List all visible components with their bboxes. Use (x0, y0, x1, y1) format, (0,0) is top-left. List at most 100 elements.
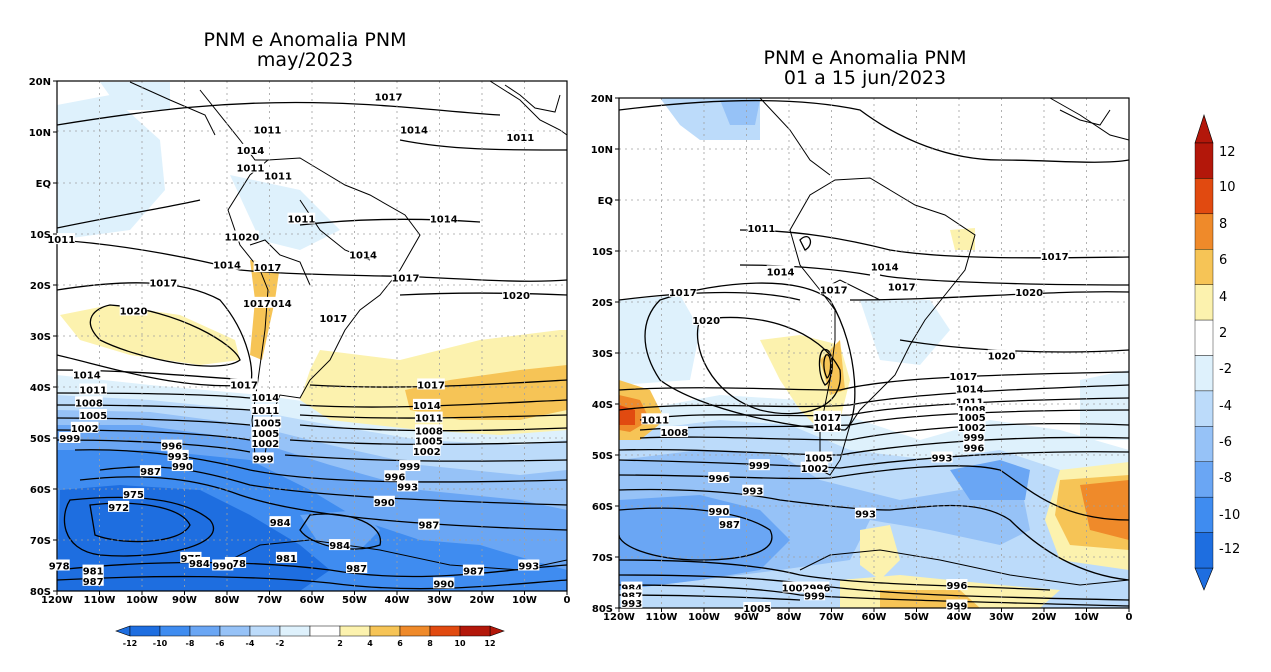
contour-label-text: 1017 (253, 263, 281, 274)
contour-label: 1017 (319, 312, 347, 325)
lat-label: 50S (30, 434, 51, 445)
vcolorbar-swatch (1194, 249, 1214, 285)
contour-label-text: 996 (946, 581, 967, 592)
lat-label: 20N (591, 94, 613, 105)
right-title-line2: 01 a 15 jun/2023 (783, 67, 947, 89)
contour-label-bg (72, 368, 101, 380)
lon-label: 50W (342, 595, 367, 606)
vcolorbar-swatch (1194, 284, 1214, 321)
contour-label: 1020 (988, 349, 1015, 363)
contour-label: 1005 (805, 451, 833, 465)
lon-label: 40W (947, 612, 972, 623)
contour-label: 1017 (1041, 250, 1069, 263)
contour-label-bg (692, 313, 720, 325)
colorbar-arrow-low (115, 625, 131, 637)
contour-label-bg (946, 579, 968, 591)
vcolorbar-label: -10 (1219, 508, 1240, 523)
contour-label: 1005 (251, 426, 279, 440)
contour-label-text: 1005 (805, 454, 833, 465)
contour-label: 987 (462, 564, 485, 578)
contour-label-text: 993 (518, 562, 539, 573)
contour-label-text: 1017 (820, 285, 848, 296)
lat-label: 20S (592, 298, 613, 309)
contour-label-text: 1017014 (243, 299, 292, 310)
contour-label-text: 1014 (236, 146, 264, 157)
contour-label: 984 (329, 539, 351, 552)
contour-label-bg (870, 260, 899, 272)
lon-label: 60W (862, 612, 887, 623)
contour-label: 993 (742, 484, 764, 498)
contour-label-bg (813, 420, 842, 432)
contour-label-text: 990 (374, 498, 395, 509)
contour-label-bg (79, 409, 107, 421)
contour-label: 1014 (251, 391, 279, 404)
contour-label-bg (660, 426, 689, 438)
right-title: PNM e Anomalia PNM 01 a 15 jun/2023 (710, 48, 1020, 88)
right-grid (619, 98, 1129, 608)
contour-label: 993 (518, 559, 540, 573)
contour-label-text: 1017 (417, 380, 445, 391)
contour-label: 996 (946, 579, 968, 592)
lon-label: 10W (1074, 612, 1099, 623)
lat-label: 70S (30, 536, 51, 547)
contour-label: 1014 (956, 382, 984, 396)
contour-label-bg (429, 212, 458, 224)
horizontal-colorbar: -12 -10 -8 -6 -4 -2 2 4 6 8 10 12 (115, 625, 505, 648)
colorbar-label: -8 (186, 639, 195, 648)
vcolorbar-swatch (1194, 319, 1214, 356)
contour-label-text: 1014 (767, 267, 795, 278)
lat-label: 80S (30, 587, 51, 598)
colorbar-swatch (219, 625, 251, 637)
colorbar-swatch (309, 625, 341, 637)
contour-label: 1017 (888, 280, 916, 294)
contour-label: 1014 (871, 260, 899, 273)
lat-label: 10N (591, 145, 613, 156)
contour-label-bg (418, 518, 440, 530)
contour-label: 999 (399, 460, 421, 473)
lat-label: 10S (30, 230, 51, 241)
colorbar-label: 8 (427, 639, 433, 648)
contour-label: 1002 (71, 421, 99, 435)
lon-label: 20W (470, 595, 495, 606)
contour-label-text: 1017 (375, 92, 403, 103)
contour-label-bg (47, 233, 76, 245)
contour-label-bg (813, 410, 842, 422)
contour-label: 1017 (813, 410, 842, 424)
contour-label-bg (384, 470, 406, 482)
contour-label-bg (946, 599, 968, 611)
contour-label: 1017014 (243, 296, 292, 310)
contour-label-bg (236, 161, 265, 173)
contour-label-text: 987 (418, 521, 439, 532)
contour-label: 1011 (287, 212, 315, 226)
contour-label-text: 987 (463, 567, 484, 578)
vcolorbar-label: -6 (1219, 435, 1232, 450)
contour-label-text: 999 (59, 434, 80, 445)
contour-label: 1017 (669, 285, 697, 299)
contour-label-text: 1005 (253, 419, 281, 430)
lon-label: 0 (1126, 612, 1133, 623)
right-coastlines (759, 97, 1130, 586)
contour-label: 987 (718, 517, 741, 531)
contour-label-bg (224, 556, 247, 568)
lon-label: 80W (215, 595, 240, 606)
vcolorbar-label: -12 (1219, 542, 1240, 557)
lon-label: 40W (385, 595, 410, 606)
contour-label-bg (957, 420, 986, 432)
contour-label-text: 1020 (692, 316, 720, 327)
contour-label-text: 1002 (71, 424, 99, 435)
left-grid (57, 81, 567, 591)
contour-label: 1014 (236, 143, 264, 157)
contour-label: 1017 (375, 90, 403, 103)
contour-label: 1008 (958, 403, 986, 416)
contour-label: 1020 (120, 304, 147, 318)
contour-label: 1011 (79, 383, 107, 397)
contour-label-bg (433, 577, 455, 589)
lat-label: 20N (29, 77, 51, 88)
contour-label-text: 987 (83, 577, 104, 588)
lon-label: 70W (257, 595, 282, 606)
vcolorbar-label: 4 (1219, 290, 1227, 305)
contour-label-bg (963, 441, 985, 453)
contour-label-bg (75, 396, 103, 408)
contour-label: 1017 (253, 261, 281, 274)
